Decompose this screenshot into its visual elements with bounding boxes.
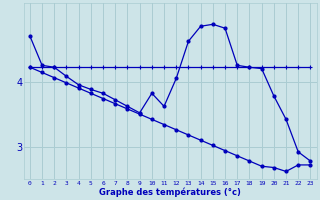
X-axis label: Graphe des températures (°c): Graphe des températures (°c) — [99, 187, 241, 197]
